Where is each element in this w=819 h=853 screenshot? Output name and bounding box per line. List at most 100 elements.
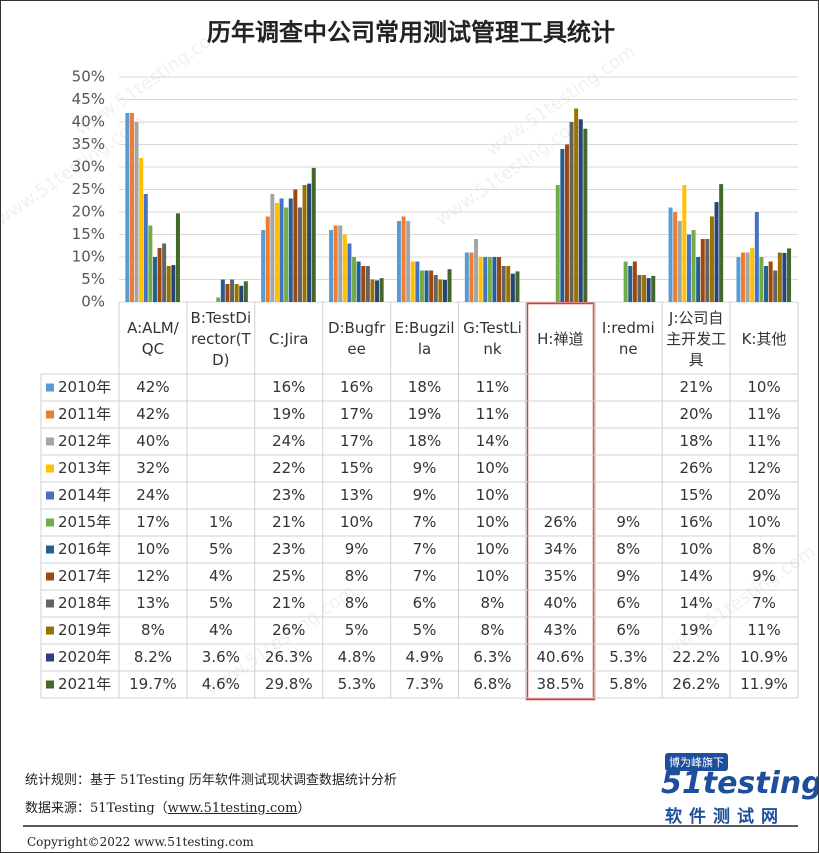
bar <box>311 167 316 302</box>
cell-value: 26% <box>272 621 305 639</box>
bar <box>139 158 144 302</box>
bar <box>750 248 755 302</box>
cell-value: 11% <box>747 432 780 450</box>
bar <box>356 261 361 302</box>
copyright: Copyright©2022 www.51testing.com <box>27 835 254 849</box>
bar <box>424 270 429 302</box>
bar <box>162 243 167 302</box>
cell-value: 26.2% <box>672 675 720 693</box>
cell-value: 40% <box>136 432 169 450</box>
legend-label: 2020年 <box>58 648 111 666</box>
cell-value: 25% <box>272 567 305 585</box>
source-url[interactable]: www.51testing.com <box>167 801 298 816</box>
bar <box>175 213 180 302</box>
legend-label: 2018年 <box>58 594 111 612</box>
bar <box>234 284 239 302</box>
cell-value: 24% <box>136 486 169 504</box>
category-label: I:redmine <box>601 319 655 358</box>
bar <box>487 257 492 302</box>
bar <box>442 279 447 302</box>
cell-value: 4% <box>209 621 233 639</box>
legend-swatch <box>46 410 54 419</box>
bar <box>651 275 656 302</box>
bar <box>464 252 469 302</box>
legend-label: 2012年 <box>58 432 111 450</box>
cell-value: 9% <box>413 459 437 477</box>
bar <box>628 266 633 302</box>
cell-value: 14% <box>679 567 712 585</box>
bar <box>736 257 741 302</box>
cell-value: 13% <box>136 594 169 612</box>
cell-value: 17% <box>340 405 373 423</box>
cell-value: 3.6% <box>202 648 240 666</box>
cell-value: 23% <box>272 486 305 504</box>
cell-value: 40% <box>544 594 577 612</box>
bar <box>705 239 710 302</box>
cell-value: 17% <box>340 432 373 450</box>
logo-brand: 51testing <box>661 766 819 801</box>
cell-value: 20% <box>747 486 780 504</box>
cell-value: 6% <box>616 621 640 639</box>
cell-value: 11% <box>747 405 780 423</box>
cell-value: 35% <box>544 567 577 585</box>
bar <box>171 265 176 302</box>
bar <box>560 149 565 302</box>
cell-value: 6% <box>616 594 640 612</box>
bar <box>365 266 370 302</box>
cell-value: 15% <box>340 459 373 477</box>
bar <box>279 198 284 302</box>
legend-swatch <box>46 518 54 527</box>
source-prefix: 数据来源：51Testing（ <box>25 801 168 816</box>
cell-value: 8% <box>481 594 505 612</box>
logo-tag: 博为峰旗下 <box>665 753 728 771</box>
bar <box>642 275 647 302</box>
legend-swatch <box>46 626 54 635</box>
bar <box>583 128 588 302</box>
bar <box>225 284 230 302</box>
bar <box>419 270 424 302</box>
bar <box>555 185 560 302</box>
footer-source: 数据来源：51Testing（www.51testing.com） <box>25 797 310 816</box>
y-tick-label: 0% <box>81 293 105 311</box>
bar <box>754 212 759 302</box>
cell-value: 4.6% <box>202 675 240 693</box>
cell-value: 16% <box>679 513 712 531</box>
bar <box>297 207 302 302</box>
cell-value: 9% <box>616 567 640 585</box>
category-label: H:禅道 <box>537 329 584 348</box>
bar <box>293 189 298 302</box>
bar <box>433 275 438 302</box>
bar <box>166 266 171 302</box>
bar <box>474 239 479 302</box>
bar <box>492 257 497 302</box>
bar <box>564 144 569 302</box>
y-tick-label: 15% <box>72 225 105 243</box>
cell-value: 22.2% <box>672 648 720 666</box>
bar <box>333 225 338 302</box>
cell-value: 16% <box>272 378 305 396</box>
bar <box>782 252 787 302</box>
y-tick-label: 40% <box>72 113 105 131</box>
category-label: C:Jira <box>269 329 309 348</box>
bar <box>288 198 293 302</box>
bar <box>578 119 583 302</box>
bar <box>216 297 221 302</box>
chart-title: 历年调查中公司常用测试管理工具统计 <box>207 18 615 47</box>
cell-value: 8% <box>141 621 165 639</box>
bar <box>696 257 701 302</box>
cell-value: 9% <box>752 567 776 585</box>
bar <box>352 257 357 302</box>
cell-value: 13% <box>340 486 373 504</box>
cell-value: 8% <box>345 567 369 585</box>
cell-value: 7.3% <box>405 675 443 693</box>
cell-value: 19% <box>272 405 305 423</box>
logo-subtitle: 软件测试网 <box>665 807 785 827</box>
cell-value: 10% <box>747 378 780 396</box>
bar <box>673 212 678 302</box>
cell-value: 22% <box>272 459 305 477</box>
cell-value: 11.9% <box>740 675 788 693</box>
cell-value: 19.7% <box>129 675 177 693</box>
bar <box>129 113 134 302</box>
